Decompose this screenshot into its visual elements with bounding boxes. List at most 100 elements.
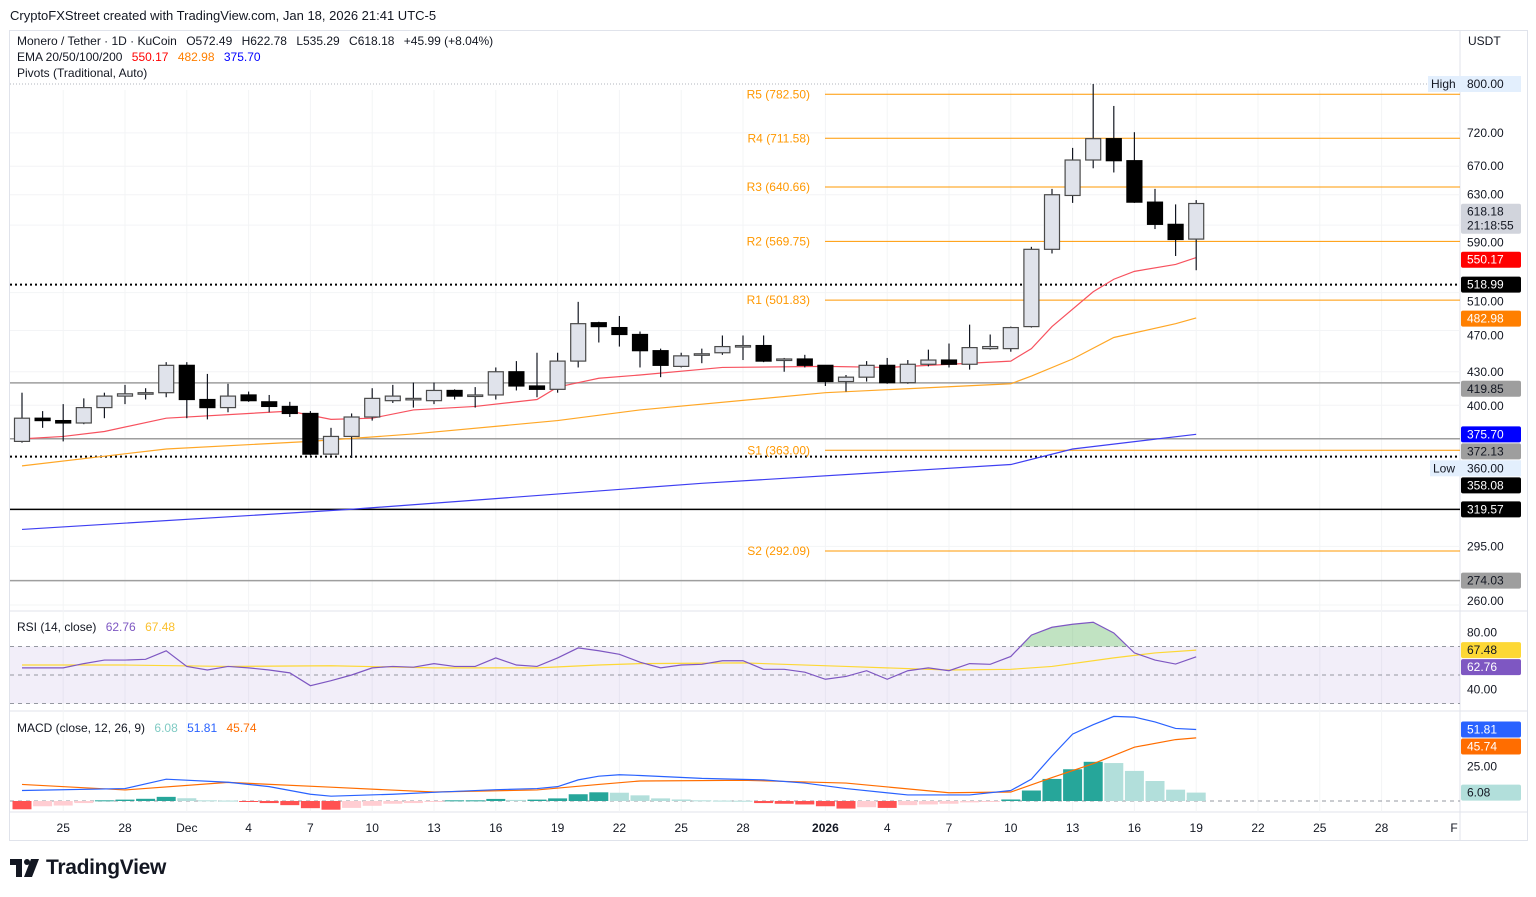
pivot-label-r1: R1 (501.83) [747,293,810,307]
ema20-value: 550.17 [131,50,169,64]
macd-histogram-bar [630,795,650,801]
candle-bullish [714,345,731,354]
time-axis-label: 16 [489,821,503,835]
time-axis-label: 16 [1128,821,1142,835]
time-axis-label: 4 [884,821,891,835]
macd-histogram-bar [197,800,217,802]
macd-histogram-bar [74,801,94,804]
ohlc-low: L535.29 [296,34,340,48]
macd-histogram-bar [362,801,382,806]
candle-bullish [425,389,443,402]
ema-legend[interactable]: EMA 20/50/100/200 550.17 482.98 375.70 [17,49,267,65]
candle-bullish [96,395,113,409]
rsi-legend[interactable]: RSI (14, close) 62.76 67.48 [17,619,181,635]
rsi-badge-bg [1461,659,1521,676]
macd-histogram-bar [1145,780,1165,801]
time-axis-label: 25 [675,821,689,835]
macd-histogram-bar [156,796,176,801]
level-badge: 372.13 [1467,444,1504,458]
pivots-legend[interactable]: Pivots (Traditional, Auto) [17,65,153,81]
macd-histogram-bar [445,800,465,802]
macd-histogram-bar [465,800,485,802]
time-axis-label: 4 [245,821,252,835]
pivot-label-r3: R3 (640.66) [747,180,810,194]
macd-histogram-bar [960,801,980,803]
ema-label: EMA 20/50/100/200 [17,50,123,64]
time-axis-label: 2026 [812,821,839,835]
symbol-legend[interactable]: Monero / Tether · 1D · KuCoin O572.49 H6… [17,33,499,49]
macd-badge: 51.81 [1467,723,1497,737]
candle-bullish [13,417,31,443]
time-axis-label: 10 [366,821,380,835]
macd-histogram-bar [795,801,815,805]
low-marker-value-bg [1461,460,1521,477]
candle-bullish [570,323,587,362]
price-badge-countdown: 21:18:55 [1467,219,1514,233]
rsi-badge: 67.48 [1467,643,1497,657]
macd-histogram-bar [918,801,938,805]
price-tick-label: 430.00 [1467,365,1504,379]
tradingview-icon [10,859,39,877]
time-axis-label: Dec [176,821,197,835]
rsi-badge-bg [1461,642,1521,659]
low-marker-value: 360.00 [1467,461,1504,475]
rsi-line [22,621,1197,687]
pivots-label: Pivots (Traditional, Auto) [17,66,148,80]
macd-histogram-bar [1124,770,1144,801]
symbol-name: Monero / Tether · 1D · KuCoin [17,34,177,48]
candle-bullish [158,364,175,394]
price-badge-bg [1461,310,1521,327]
candle-bearish [1146,201,1164,225]
candle-bearish [1105,138,1122,162]
rsi-value: 62.76 [105,620,136,634]
candle-bullish [837,376,855,383]
macd-histogram-bar [321,801,341,810]
macd-histogram-bar [1063,769,1083,801]
macd-tick-label: 25.00 [1467,760,1497,774]
macd-histogram-bar [1166,789,1186,801]
macd-histogram-bar [94,800,114,802]
time-axis-label: 28 [1375,821,1389,835]
price-badge: 550.17 [1467,253,1504,267]
tradingview-logo[interactable]: TradingView [10,856,166,880]
level-badge: 358.08 [1467,478,1504,492]
candle-bullish [137,392,154,395]
time-axis-label: 25 [57,821,71,835]
pivot-label-r2: R2 (569.75) [747,234,810,248]
time-axis-label: 13 [427,821,441,835]
macd-histogram-bar [12,801,32,810]
macd-histogram-bar [898,801,918,806]
macd-histogram-bar [609,792,629,801]
macd-histogram-bar [239,801,259,802]
time-axis-label: 22 [613,821,627,835]
macd-hist-value: 6.08 [154,721,178,735]
candle-bullish [734,344,752,348]
candle-bearish [199,398,216,409]
macd-histogram-bar [712,800,732,802]
ema200-value: 375.70 [223,50,261,64]
pivot-label-s2: S2 (292.09) [747,544,810,558]
price-tick-label: 295.00 [1467,539,1504,553]
price-tick-label: 590.00 [1467,236,1504,250]
macd-histogram-bar [280,801,300,806]
macd-histogram-bar [1083,761,1103,801]
macd-badge-bg [1461,784,1521,801]
price-badge-bg [1461,203,1521,234]
macd-legend[interactable]: MACD (close, 12, 26, 9) 6.08 51.81 45.74 [17,720,263,736]
time-axis-label: 7 [307,821,314,835]
currency-label[interactable]: USDT [1468,34,1501,48]
macd-histogram-bar [939,801,959,804]
macd-histogram-bar [136,798,156,801]
time-axis-label: 28 [118,821,132,835]
candle-bullish [219,395,237,409]
candle-bullish [693,353,710,356]
macd-histogram-bar [259,801,279,804]
time-axis-label: 22 [1251,821,1265,835]
price-tick-label: 470.00 [1467,329,1504,343]
time-axis-label: 25 [1313,821,1327,835]
price-tick-label: 260.00 [1467,594,1504,608]
candle-bearish [281,405,298,415]
price-tick-label: 670.00 [1467,159,1504,173]
time-axis-label: 19 [551,821,565,835]
